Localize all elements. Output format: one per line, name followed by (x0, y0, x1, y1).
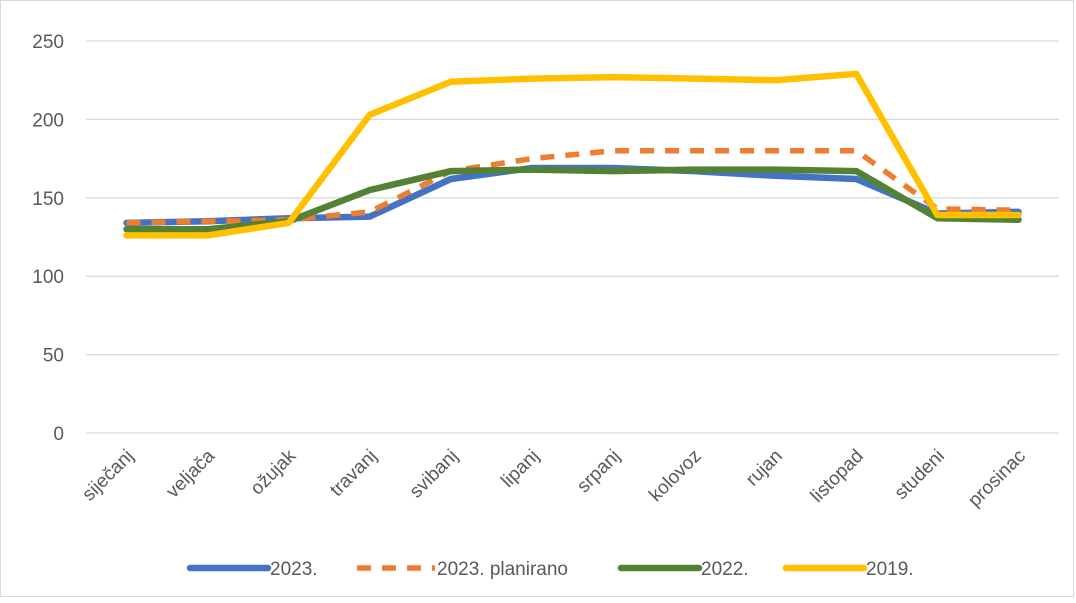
x-tick-label: srpanj (573, 446, 624, 497)
y-tick-label: 150 (32, 189, 64, 210)
y-tick-label: 0 (53, 424, 64, 445)
x-tick-label: veljača (162, 445, 219, 502)
y-tick-label: 250 (32, 32, 64, 53)
y-tick-label: 200 (32, 110, 64, 131)
x-axis-ticks: siječanj veljača ožujak travanj svibanj lipan… (78, 445, 1030, 511)
y-tick-label: 100 (32, 267, 64, 288)
x-tick-label: lipanj (497, 446, 543, 492)
series-lines (123, 70, 1022, 239)
x-tick-label: travanj (326, 446, 381, 501)
gridlines (86, 40, 1059, 434)
x-tick-label: svibanj (406, 446, 463, 503)
x-tick-label: listopad (807, 446, 868, 507)
x-tick-label: prosinac (964, 446, 1030, 512)
series-line (123, 70, 1022, 239)
x-tick-label: rujan (742, 446, 787, 491)
y-axis-ticks: 0 50 100 150 200 250 (32, 32, 64, 445)
legend-label: 2023. (270, 559, 318, 580)
x-tick-label: ožujak (247, 445, 301, 499)
x-tick-label: kolovoz (645, 446, 705, 506)
x-tick-label: siječanj (78, 446, 138, 506)
legend-label: 2023. planirano (437, 559, 568, 580)
legend: 2023. 2023. planirano 2022. 2019. (186, 559, 914, 580)
series-line (123, 164, 1022, 227)
legend-label: 2019. (866, 559, 914, 580)
series-line (126, 148, 1019, 226)
x-tick-label: studeni (891, 446, 949, 504)
legend-label: 2022. (701, 559, 749, 580)
y-tick-label: 50 (43, 346, 64, 367)
